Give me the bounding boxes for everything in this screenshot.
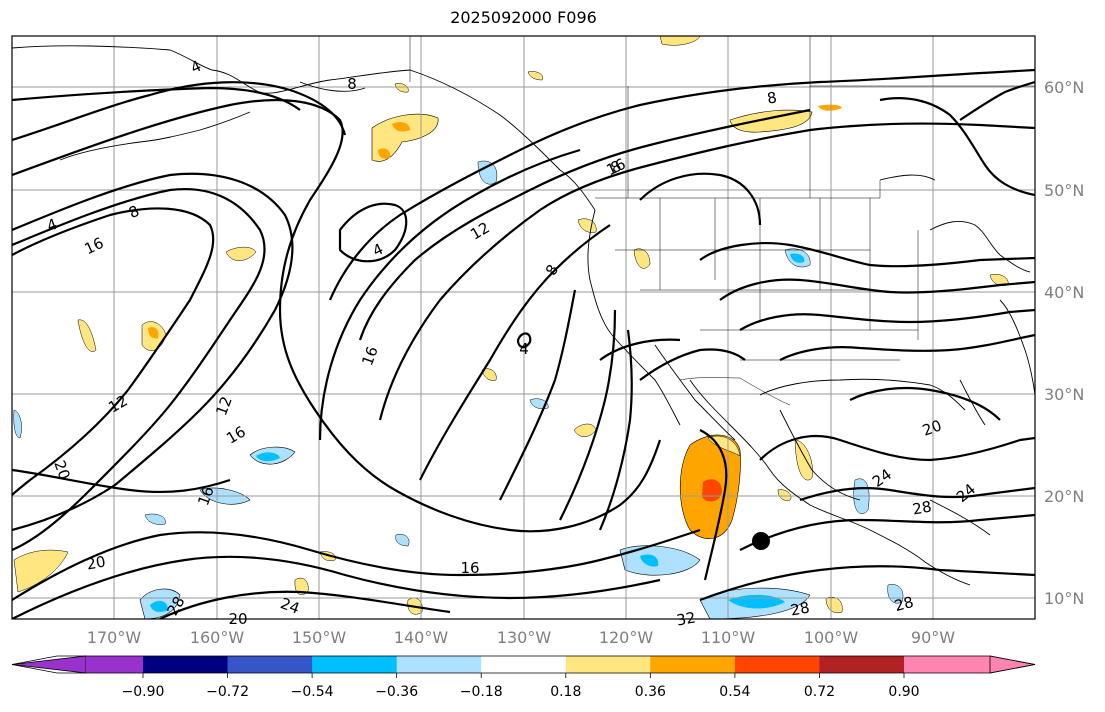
longitude-label: 150°W <box>292 628 347 647</box>
colorbar-segment <box>989 655 1036 674</box>
coastlines <box>12 45 1035 586</box>
colorbar-segment <box>11 655 87 674</box>
colorbar-tick-label: 0.36 <box>635 684 666 700</box>
latitude-label: 30°N <box>1044 385 1084 404</box>
contour-label: 20 <box>228 610 247 628</box>
latitude-label: 10°N <box>1044 589 1084 608</box>
contour-label: 4 <box>519 340 529 358</box>
positive-anomaly-canada <box>729 109 813 133</box>
longitude-label: 90°W <box>911 628 955 647</box>
chart-title: 2025092000 F096 <box>450 8 597 27</box>
contour-label: 28 <box>911 497 933 518</box>
political-borders <box>409 36 1035 406</box>
longitude-label: 120°W <box>599 628 654 647</box>
latitude-labels: 60°N 50°N 40°N 30°N 20°N 10°N <box>1044 78 1084 608</box>
colorbar-segment <box>86 656 143 673</box>
contour-label: 8 <box>766 88 779 107</box>
colorbar-segment <box>312 656 398 673</box>
colorbar-segment <box>227 656 313 673</box>
contour-label: 20 <box>920 416 944 439</box>
longitude-label: 160°W <box>190 628 245 647</box>
colorbar-tick-label: 0.18 <box>550 684 581 700</box>
positive-anomaly-gulf-core <box>392 122 410 132</box>
latitude-label: 20°N <box>1044 487 1084 506</box>
contour-label: 32 <box>675 608 697 629</box>
colorbar-tick-label: 0.72 <box>804 684 835 700</box>
longitude-label: 110°W <box>701 628 756 647</box>
contour-label: 28 <box>892 593 915 615</box>
colorbar-segment <box>143 656 229 673</box>
longitude-label: 100°W <box>804 628 859 647</box>
contour-label: 24 <box>278 594 302 617</box>
contour-label: 28 <box>789 598 811 619</box>
negative-anomaly-epac <box>619 545 701 576</box>
colorbar-tick-label: 0.90 <box>888 684 919 700</box>
contour-label: 16 <box>358 344 381 368</box>
contour-label: 12 <box>212 394 235 418</box>
colorbar-tick-label: −0.54 <box>291 684 334 700</box>
latitude-label: 60°N <box>1044 78 1084 97</box>
colorbar-tick-label: 0.54 <box>719 684 750 700</box>
longitude-label: 170°W <box>87 628 142 647</box>
colorbar-tick-label: −0.90 <box>122 684 165 700</box>
latitude-label: 50°N <box>1044 181 1084 200</box>
latitude-label: 40°N <box>1044 283 1084 302</box>
colorbar-tick-label: −0.72 <box>206 684 249 700</box>
contour-label: 20 <box>50 458 73 482</box>
longitude-labels: 170°W 160°W 150°W 140°W 130°W 120°W 110°W 100°W… <box>87 628 955 647</box>
colorbar-segment <box>819 656 905 673</box>
contour-label: 20 <box>85 552 107 573</box>
colorbar-segment <box>481 656 567 673</box>
colorbar-segment <box>565 656 651 673</box>
colorbar-segment <box>650 656 736 673</box>
colorbar-tick-label: −0.18 <box>460 684 503 700</box>
longitude-label: 140°W <box>394 628 449 647</box>
contour-label: 16 <box>194 484 217 508</box>
colorbar-segment <box>904 656 990 673</box>
map-border <box>11 35 1036 620</box>
longitude-label: 130°W <box>497 628 552 647</box>
positive-anomaly-gulf <box>371 113 439 162</box>
contour-lines <box>12 68 1035 619</box>
colorbar-segment <box>396 656 482 673</box>
storm-center-marker <box>752 532 770 550</box>
contour-label: 16 <box>460 559 479 577</box>
colorbar: −0.90 −0.72 −0.54 −0.36 −0.18 0.18 0.36 0.54 0.7… <box>11 655 1036 700</box>
colorbar-segment <box>734 656 820 673</box>
colorbar-tick-label: −0.36 <box>375 684 418 700</box>
contour-label: 8 <box>347 75 357 93</box>
